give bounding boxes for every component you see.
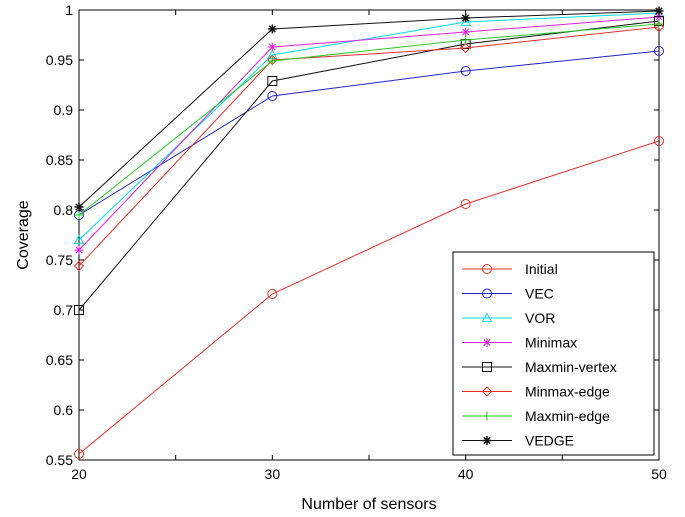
axis-ticks: 20 30 40 50 0.55 0.6 0.65 0.7 0.75 0.8 0.85 0.9 0.95… (46, 2, 667, 482)
data-point-initial (267, 289, 278, 299)
data-point-initial (654, 136, 664, 146)
legend-entry-minimax: Minimax (462, 335, 577, 351)
legend-entry-vec: VEC (462, 286, 554, 302)
y-tick-label: 0.75 (46, 252, 73, 268)
x-tick-label: 40 (458, 466, 474, 482)
legend-label: Minmax-edge (525, 384, 610, 400)
legend: Initial VEC VOR Minimax Maxmin-vertex Minmax-… (452, 251, 655, 456)
data-point-minimax (267, 42, 277, 52)
data-point-vedge (74, 202, 84, 212)
legend-marker (482, 436, 492, 445)
legend-entry-minmax-edge: Minmax-edge (462, 384, 610, 400)
data-point-vec (654, 46, 664, 56)
series-layer (73, 6, 665, 459)
legend-label: VEDGE (525, 433, 574, 449)
data-point-vedge (267, 24, 277, 34)
legend-entry-maxmin-vertex: Maxmin-vertex (462, 359, 617, 375)
y-tick-label: 0.8 (54, 202, 74, 218)
legend-label: Maxmin-edge (525, 408, 610, 424)
y-tick-label: 1 (65, 2, 73, 18)
y-tick-label: 0.65 (46, 352, 73, 368)
legend-label: Initial (525, 261, 558, 277)
series-minmax-edge (73, 21, 665, 272)
legend-label: VEC (525, 286, 554, 302)
data-point-maxmin-edge (654, 19, 664, 29)
y-tick-label: 0.85 (46, 152, 73, 168)
y-tick-label: 0.6 (54, 402, 74, 418)
legend-label: Minimax (525, 335, 577, 351)
data-point-initial (74, 449, 84, 459)
data-point-vec (267, 91, 278, 101)
series-line-minimax (78, 16, 660, 251)
legend-label: VOR (525, 310, 555, 326)
y-tick-label: 0.55 (46, 452, 73, 468)
data-point-maxmin-vertex (74, 305, 84, 315)
legend-marker (481, 386, 493, 397)
data-point-maxmin-edge (74, 210, 84, 220)
legend-marker (482, 338, 492, 347)
data-point-vedge (654, 6, 664, 16)
y-tick-label: 0.95 (46, 52, 73, 68)
y-axis-label: Coverage (15, 200, 32, 269)
legend-marker (482, 411, 492, 421)
x-tick-label: 30 (265, 466, 281, 482)
legend-entry-vor: VOR (462, 310, 555, 326)
data-point-maxmin-edge (461, 35, 471, 45)
series-line-minmax-edge (78, 26, 660, 267)
legend-entry-initial: Initial (462, 261, 558, 277)
data-point-minmax-edge (460, 42, 471, 54)
data-point-vor (460, 16, 472, 27)
legend-marker (482, 288, 492, 299)
x-axis-label: Number of sensors (301, 496, 436, 513)
series-vedge (74, 6, 664, 212)
data-point-initial (460, 199, 471, 209)
data-point-minimax (461, 27, 471, 37)
data-point-maxmin-vertex (267, 76, 278, 86)
data-point-vor (73, 234, 85, 245)
series-line-vor (78, 12, 660, 241)
legend-marker (482, 264, 492, 274)
x-tick-label: 20 (71, 466, 87, 482)
series-initial (74, 136, 664, 459)
legend-label: Maxmin-vertex (525, 359, 617, 375)
legend-marker (482, 362, 492, 372)
legend-entry-maxmin-edge: Maxmin-edge (462, 408, 610, 424)
y-tick-label: 0.9 (54, 102, 74, 118)
series-line-vec (78, 50, 660, 216)
data-point-minimax (74, 245, 84, 255)
series-maxmin-edge (74, 19, 664, 220)
series-line-maxmin-edge (78, 23, 660, 216)
x-tick-label: 50 (651, 466, 667, 482)
y-tick-label: 0.7 (54, 302, 74, 318)
data-point-minmax-edge (73, 260, 85, 272)
data-point-vedge (461, 13, 471, 23)
legend-entry-vedge: VEDGE (462, 433, 574, 449)
legend-box (452, 251, 655, 456)
series-line-vedge (78, 10, 660, 208)
series-line-initial (78, 140, 660, 455)
data-point-minmax-edge (653, 21, 665, 33)
data-point-vec (460, 66, 471, 76)
data-point-maxmin-edge (267, 56, 277, 66)
legend-marker (481, 312, 493, 323)
